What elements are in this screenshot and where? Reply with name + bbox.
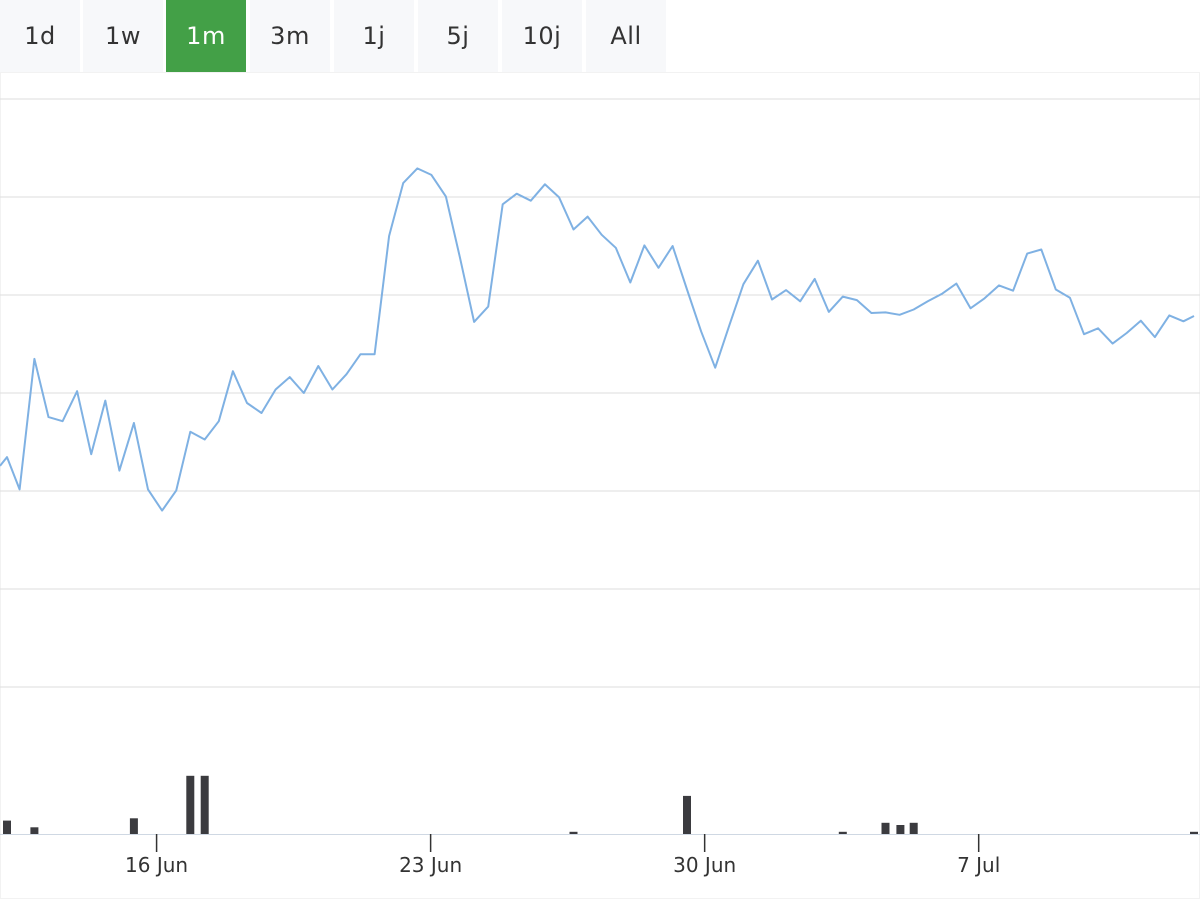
x-tick-label: 7 Jul — [957, 853, 1000, 877]
volume-bar — [881, 822, 890, 834]
volume-bar — [129, 818, 138, 834]
range-tab-5j[interactable]: 5j — [418, 0, 498, 72]
range-tab-1d[interactable]: 1d — [0, 0, 80, 72]
volume-bar — [909, 822, 918, 834]
range-tab-10j[interactable]: 10j — [502, 0, 582, 72]
range-tab-1m[interactable]: 1m — [166, 0, 246, 72]
price-volume-chart: 16 Jun 23 Jun 30 Jun 7 Jul — [0, 72, 1200, 899]
volume-bar — [896, 825, 905, 834]
range-tab-1j[interactable]: 1j — [334, 0, 414, 72]
range-tab-1w[interactable]: 1w — [83, 0, 163, 72]
range-tab-all[interactable]: All — [586, 0, 666, 72]
volume-bar — [1190, 831, 1198, 834]
chart-frame — [0, 72, 1200, 899]
x-tick-label: 23 Jun — [399, 853, 462, 877]
volume-bar — [838, 831, 847, 834]
volume-bar — [200, 775, 209, 834]
volume-bar — [683, 795, 691, 834]
x-tick-label: 30 Jun — [673, 853, 736, 877]
volume-bar — [569, 831, 578, 834]
volume-bar — [30, 827, 39, 834]
volume-bar — [3, 820, 11, 834]
chart-area: 16 Jun 23 Jun 30 Jun 7 Jul — [0, 72, 1200, 900]
volume-bar — [186, 775, 195, 834]
price-line — [0, 167, 1195, 512]
range-tab-3m[interactable]: 3m — [250, 0, 330, 72]
x-tick-label: 16 Jun — [125, 853, 188, 877]
